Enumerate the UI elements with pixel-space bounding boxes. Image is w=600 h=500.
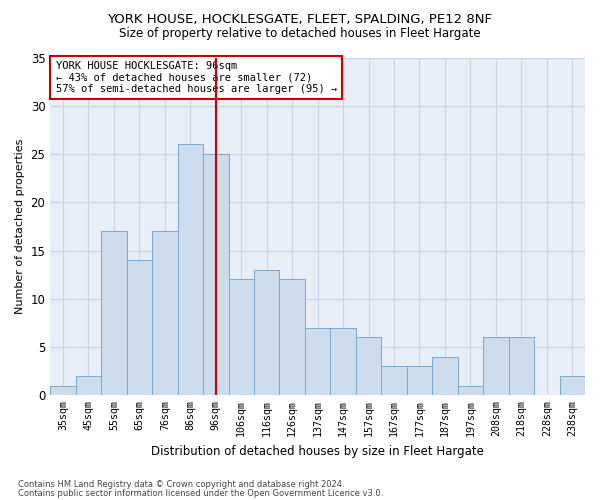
Bar <box>331 328 356 396</box>
Bar <box>101 231 127 396</box>
Bar <box>483 338 509 396</box>
Bar <box>152 231 178 396</box>
Bar <box>407 366 432 396</box>
Bar <box>356 338 382 396</box>
Text: Contains HM Land Registry data © Crown copyright and database right 2024.: Contains HM Land Registry data © Crown c… <box>18 480 344 489</box>
Text: YORK HOUSE, HOCKLESGATE, FLEET, SPALDING, PE12 8NF: YORK HOUSE, HOCKLESGATE, FLEET, SPALDING… <box>107 12 493 26</box>
Bar <box>203 154 229 396</box>
Bar <box>458 386 483 396</box>
Text: Contains public sector information licensed under the Open Government Licence v3: Contains public sector information licen… <box>18 488 383 498</box>
Bar <box>509 338 534 396</box>
X-axis label: Distribution of detached houses by size in Fleet Hargate: Distribution of detached houses by size … <box>151 444 484 458</box>
Bar <box>382 366 407 396</box>
Bar <box>178 144 203 396</box>
Bar <box>127 260 152 396</box>
Bar <box>560 376 585 396</box>
Bar <box>432 356 458 396</box>
Bar <box>305 328 331 396</box>
Bar <box>76 376 101 396</box>
Bar <box>50 386 76 396</box>
Bar <box>229 280 254 396</box>
Y-axis label: Number of detached properties: Number of detached properties <box>15 138 25 314</box>
Bar <box>280 280 305 396</box>
Text: Size of property relative to detached houses in Fleet Hargate: Size of property relative to detached ho… <box>119 28 481 40</box>
Text: YORK HOUSE HOCKLESGATE: 96sqm
← 43% of detached houses are smaller (72)
57% of s: YORK HOUSE HOCKLESGATE: 96sqm ← 43% of d… <box>56 61 337 94</box>
Bar <box>254 270 280 396</box>
